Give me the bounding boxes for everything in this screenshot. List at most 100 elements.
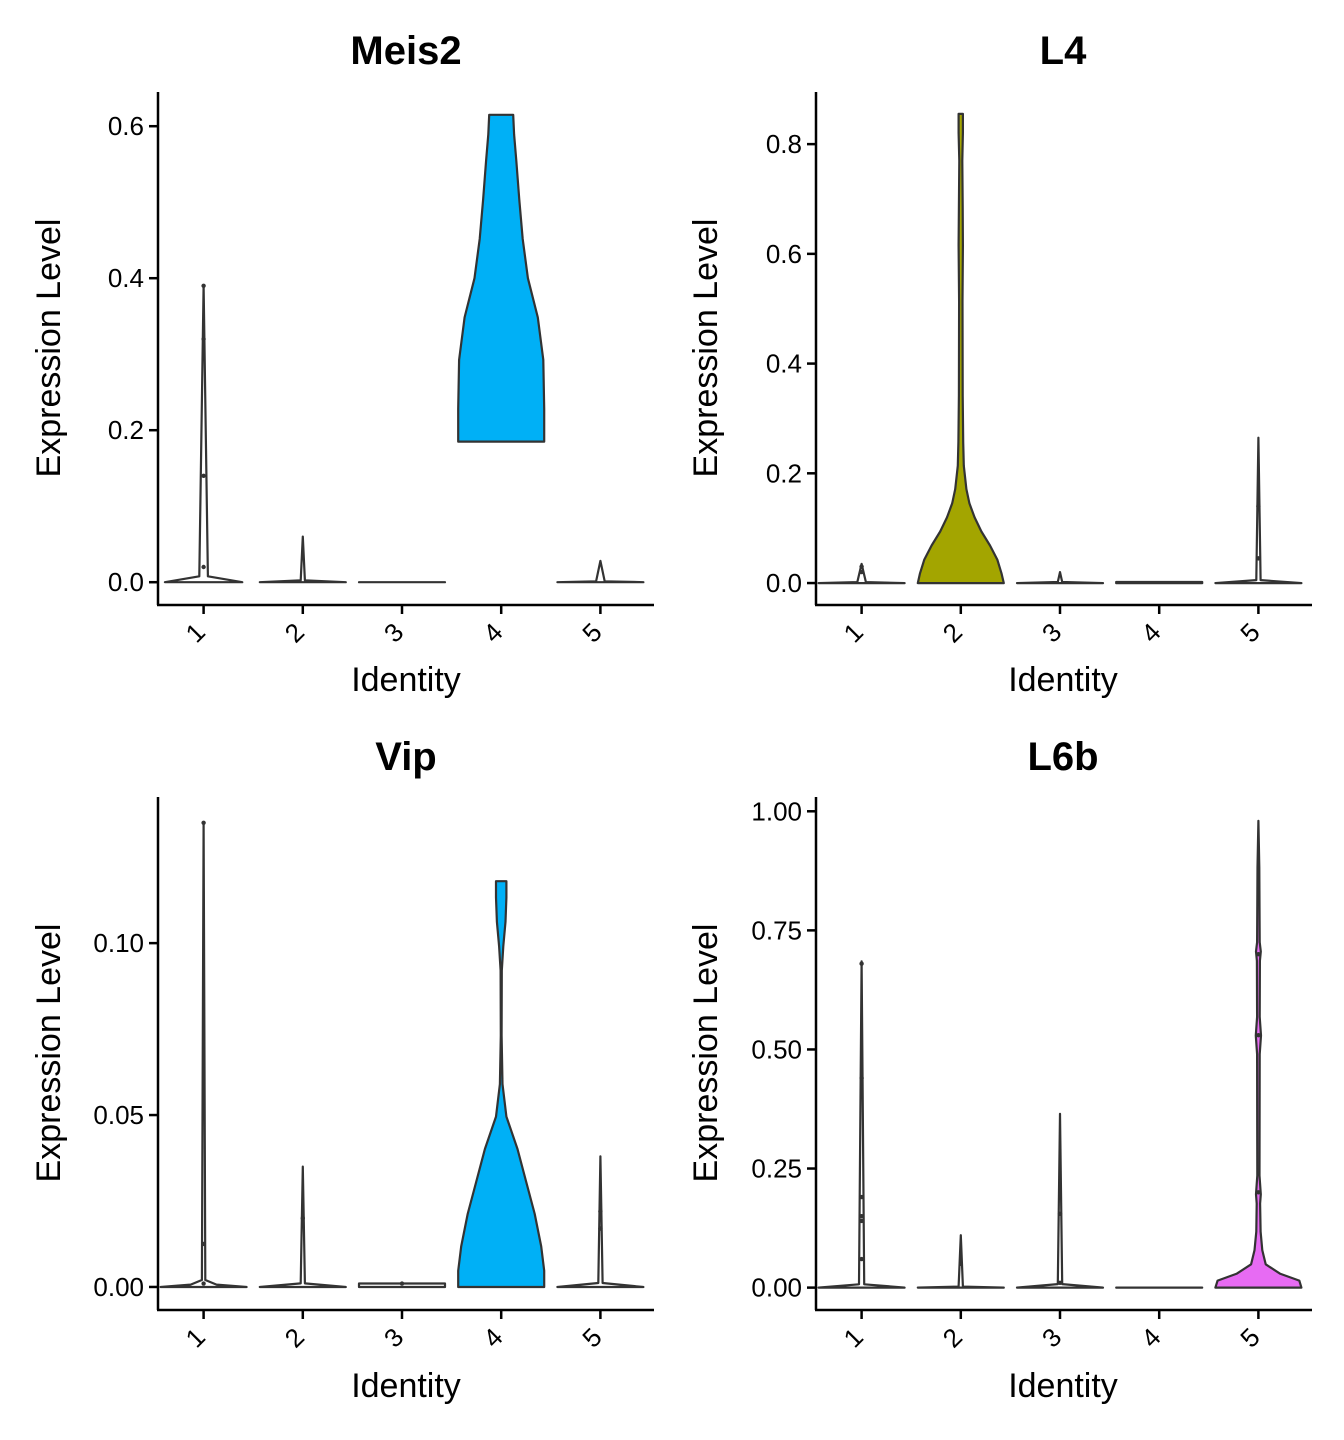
x-axis-title: Identity: [351, 661, 461, 699]
violin-2: [258, 535, 347, 584]
x-tick-label: 4: [1135, 1322, 1166, 1353]
data-point: [859, 1213, 864, 1219]
data-point: [859, 569, 864, 575]
data-point: [201, 820, 206, 825]
y-tick-label: 0.00: [751, 1273, 802, 1303]
violin-5: [1214, 436, 1303, 585]
panel-title: L6b: [1027, 735, 1098, 779]
x-ticks: 1 2 3 4 5: [838, 1310, 1266, 1353]
panel-vip: Vip Expression Level Identity 0.000.050.…: [30, 735, 654, 1405]
panel-title: L4: [1040, 29, 1087, 73]
y-tick-label: 0.2: [108, 415, 144, 445]
data-point: [1256, 951, 1261, 957]
data-point: [859, 564, 864, 569]
violin-3: [357, 1282, 447, 1289]
violin-1: [817, 960, 906, 1289]
x-tick-label: 2: [279, 1322, 310, 1353]
violin-4: [1115, 580, 1204, 585]
x-tick-label: 3: [378, 617, 409, 648]
data-point: [1256, 504, 1261, 509]
y-tick-label: 0.4: [108, 263, 144, 293]
x-tick-label: 5: [1234, 617, 1265, 648]
x-ticks: 1 2 3 4 5: [180, 1310, 608, 1353]
x-axis-title: Identity: [1008, 1367, 1118, 1405]
violin-5: [1214, 819, 1303, 1289]
violins: [817, 819, 1303, 1289]
y-tick-label: 1.00: [751, 796, 802, 826]
violin-1: [159, 821, 248, 1289]
data-point: [1256, 556, 1261, 561]
data-point: [201, 564, 206, 570]
data-point: [598, 1209, 603, 1214]
y-tick-label: 0.0: [766, 568, 802, 598]
x-tick-label: 3: [1036, 617, 1067, 648]
violin-1: [163, 284, 244, 584]
panel-meis2: Meis2 Expression Level Identity 0.0 0.2 0.…: [30, 29, 654, 699]
data-point: [1256, 1190, 1261, 1195]
data-point: [598, 1226, 603, 1231]
data-point: [201, 336, 206, 342]
x-tick-label: 4: [1135, 617, 1166, 648]
y-ticks: 0.00 0.05 0.10: [93, 928, 158, 1302]
violin-4: [457, 880, 546, 1289]
data-point: [300, 1215, 305, 1221]
violin-1: [817, 562, 906, 585]
panel-title: Meis2: [350, 29, 461, 73]
x-tick-label: 5: [1234, 1322, 1265, 1353]
data-point: [1057, 1280, 1063, 1286]
x-tick-label: 5: [576, 1322, 607, 1353]
y-tick-label: 0.8: [766, 129, 802, 159]
y-tick-label: 0.50: [751, 1034, 802, 1064]
y-tick-label: 0.6: [766, 239, 802, 269]
y-ticks: 0.0 0.2 0.4 0.6: [108, 111, 158, 597]
data-point: [859, 1075, 864, 1081]
violin-3: [1015, 571, 1105, 585]
y-tick-label: 0.25: [751, 1154, 802, 1184]
violin-2: [258, 1165, 347, 1289]
panel-l6b: L6b Expression Level Identity 0.000.250.…: [687, 735, 1312, 1405]
x-tick-label: 1: [838, 617, 869, 648]
x-tick-label: 1: [180, 1322, 211, 1353]
x-tick-label: 1: [838, 1322, 869, 1353]
y-tick-label: 0.75: [751, 915, 802, 945]
y-ticks: 0.00 0.25 0.50 0.75 1.00: [751, 796, 816, 1303]
x-tick-label: 1: [180, 617, 211, 648]
x-tick-label: 5: [576, 617, 607, 648]
data-point: [201, 283, 206, 288]
y-tick-label: 0.00: [93, 1272, 144, 1302]
x-ticks: 1 2 3 4 5: [838, 605, 1266, 648]
y-ticks: 0.0 0.2 0.4 0.6 0.8: [766, 129, 816, 598]
panel-title: Vip: [375, 735, 437, 779]
y-tick-label: 0.05: [93, 1100, 144, 1130]
panel-l4: L4 Expression Level Identity 0.00.20.40.…: [687, 29, 1312, 699]
violin-5: [556, 559, 645, 584]
violin-5: [556, 1155, 645, 1289]
data-point: [859, 1218, 864, 1224]
data-point: [859, 1256, 864, 1262]
data-point: [859, 961, 864, 966]
x-tick-label: 2: [279, 617, 310, 648]
violin-2: [916, 1234, 1005, 1289]
x-tick-label: 4: [477, 617, 508, 648]
data-point: [201, 1241, 206, 1247]
violins: [159, 820, 645, 1289]
violins: [817, 112, 1303, 585]
x-axis-title: Identity: [1008, 661, 1118, 699]
x-tick-label: 3: [378, 1322, 409, 1353]
y-axis-title: Expression Level: [30, 219, 68, 478]
violin-4: [457, 113, 546, 443]
data-point: [1057, 1211, 1063, 1216]
x-ticks: 1 2 3 4 5: [180, 605, 608, 648]
data-point: [1256, 1032, 1261, 1038]
data-point: [859, 1194, 864, 1200]
x-tick-label: 2: [937, 1322, 968, 1353]
violin-2: [916, 112, 1005, 585]
data-point: [201, 1281, 206, 1286]
y-tick-label: 0.2: [766, 458, 802, 488]
data-point: [399, 1281, 405, 1286]
x-axis-title: Identity: [351, 1367, 461, 1405]
data-point: [958, 1261, 963, 1266]
y-tick-label: 0.0: [108, 567, 144, 597]
violins: [163, 113, 645, 584]
